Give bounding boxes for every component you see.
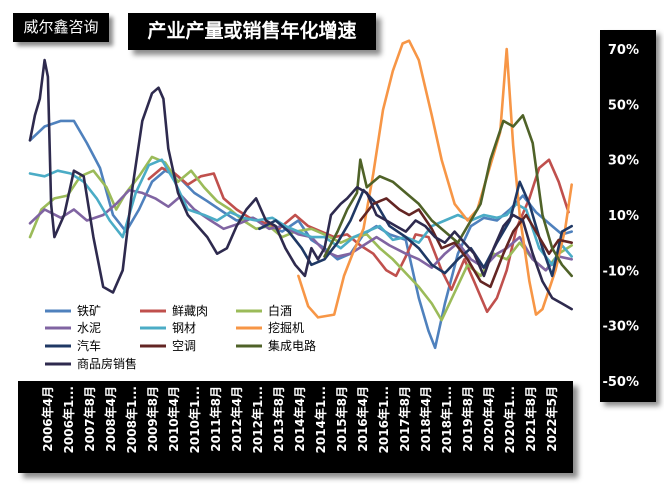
x-tick-label: 2022年5月 [544,386,559,452]
legend-label: 集成电路 [268,338,316,353]
legend-label: 水泥 [77,321,101,335]
x-tick-label: 2018年4月 [418,386,433,452]
x-tick-label: 2016年4月 [355,386,370,452]
x-tick-label: 2018年1... [439,386,454,453]
series-layer [28,39,573,350]
x-tick-label: 2009年8月 [145,386,160,452]
y-axis-panel [600,30,656,402]
legend-label: 汽车 [77,338,101,353]
y-tick-label: 10% [608,209,639,224]
x-tick-label: 2006年4月 [40,386,55,452]
x-tick-label: 2015年8月 [334,386,349,452]
series-line-7 [359,197,573,289]
series-line-5 [297,39,573,319]
x-tick-label: 2020年4月 [481,386,496,452]
x-tick-label: 2008年4月 [103,386,118,452]
legend-label: 挖掘机 [268,320,304,335]
y-tick-label: -30% [602,320,639,335]
x-tick-label: 2019年8月 [460,386,475,452]
y-tick-label: -50% [602,375,639,390]
legend-label: 空调 [172,339,196,353]
legend-label: 鲜藏肉 [172,304,208,318]
x-axis-panel [18,381,573,473]
series-line-1 [147,158,570,314]
y-axis-ticks: 70% 50% 30% 10% -10% -30% -50% [602,43,639,390]
x-tick-label: 2012年4月 [229,386,244,452]
x-tick-label: 2017年8月 [397,386,412,452]
y-tick-label: 70% [608,43,639,58]
series-line-4 [28,158,573,267]
series-line-2 [28,155,573,322]
x-tick-label: 2021年8月 [523,386,538,452]
x-tick-label: 2013年8月 [271,386,286,452]
y-tick-label: 50% [608,98,639,113]
x-tick-label: 2007年8月 [82,386,97,452]
y-tick-label: 30% [608,154,639,169]
x-tick-label: 2012年1... [250,386,265,453]
brand-label: 威尔鑫咨询 [13,13,109,42]
x-tick-label: 2006年1... [61,386,76,453]
x-tick-label: 2010年4月 [166,386,181,452]
x-tick-label: 2020年1... [502,386,517,453]
x-tick-label: 2011年8月 [208,386,223,452]
x-tick-label: 2010年1... [187,386,202,453]
x-tick-label: 2016年1... [376,386,391,453]
legend-label: 商品房销售 [77,356,137,371]
legend-label: 钢材 [172,321,196,335]
x-tick-label: 2014年4月 [292,386,307,452]
y-tick-label: -10% [602,264,639,279]
x-tick-label: 2008年1... [124,386,139,453]
legend-label: 铁矿 [77,304,101,318]
x-axis-ticks: 2006年4月 2006年1... 2007年8月 2008年4月 2008年1... 2… [40,386,559,453]
x-tick-label: 2014年1... [313,386,328,453]
series-line-9 [28,58,573,311]
series-line-6 [258,180,573,278]
legend-label: 白酒 [268,303,292,318]
chart-title: 产业产量或销售年化增速 [128,13,376,50]
